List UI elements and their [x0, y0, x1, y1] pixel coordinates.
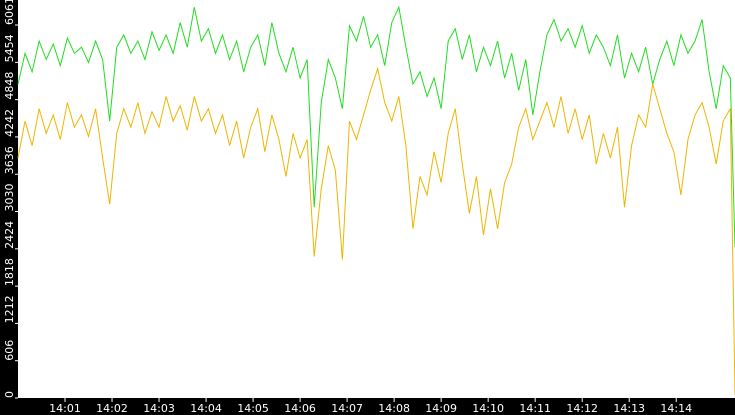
y-tick-label: 4848	[3, 72, 16, 100]
series-line	[17, 5, 735, 248]
y-tick-label: 2424	[3, 221, 16, 249]
x-tick-label: 14:14	[660, 402, 692, 415]
y-tick-label: 3636	[3, 146, 16, 174]
x-tick-label: 14:07	[331, 402, 363, 415]
y-tick-label: 606	[3, 340, 16, 361]
x-tick-label: 14:05	[237, 402, 269, 415]
plot-area	[18, 0, 735, 398]
series-line	[17, 66, 735, 395]
x-tick-label: 14:08	[378, 402, 410, 415]
x-tick-label: 14:06	[284, 402, 316, 415]
x-tick-label: 14:13	[613, 402, 645, 415]
y-tick-label: 0	[3, 391, 16, 398]
x-tick-label: 14:01	[49, 402, 81, 415]
y-tick-label: 1212	[3, 295, 16, 323]
y-tick-label: 1818	[3, 258, 16, 286]
y-tick-label: 6061	[3, 0, 16, 25]
x-tick-label: 14:04	[190, 402, 222, 415]
x-tick-label: 14:09	[425, 402, 457, 415]
x-tick-label: 14:03	[143, 402, 175, 415]
y-tick-label: 4242	[3, 109, 16, 137]
x-tick-label: 14:12	[566, 402, 598, 415]
x-tick-label: 14:11	[519, 402, 551, 415]
x-tick-label: 14:10	[472, 402, 504, 415]
y-tick-label: 5454	[3, 34, 16, 62]
y-tick-label: 3030	[3, 184, 16, 212]
x-tick-label: 14:02	[96, 402, 128, 415]
